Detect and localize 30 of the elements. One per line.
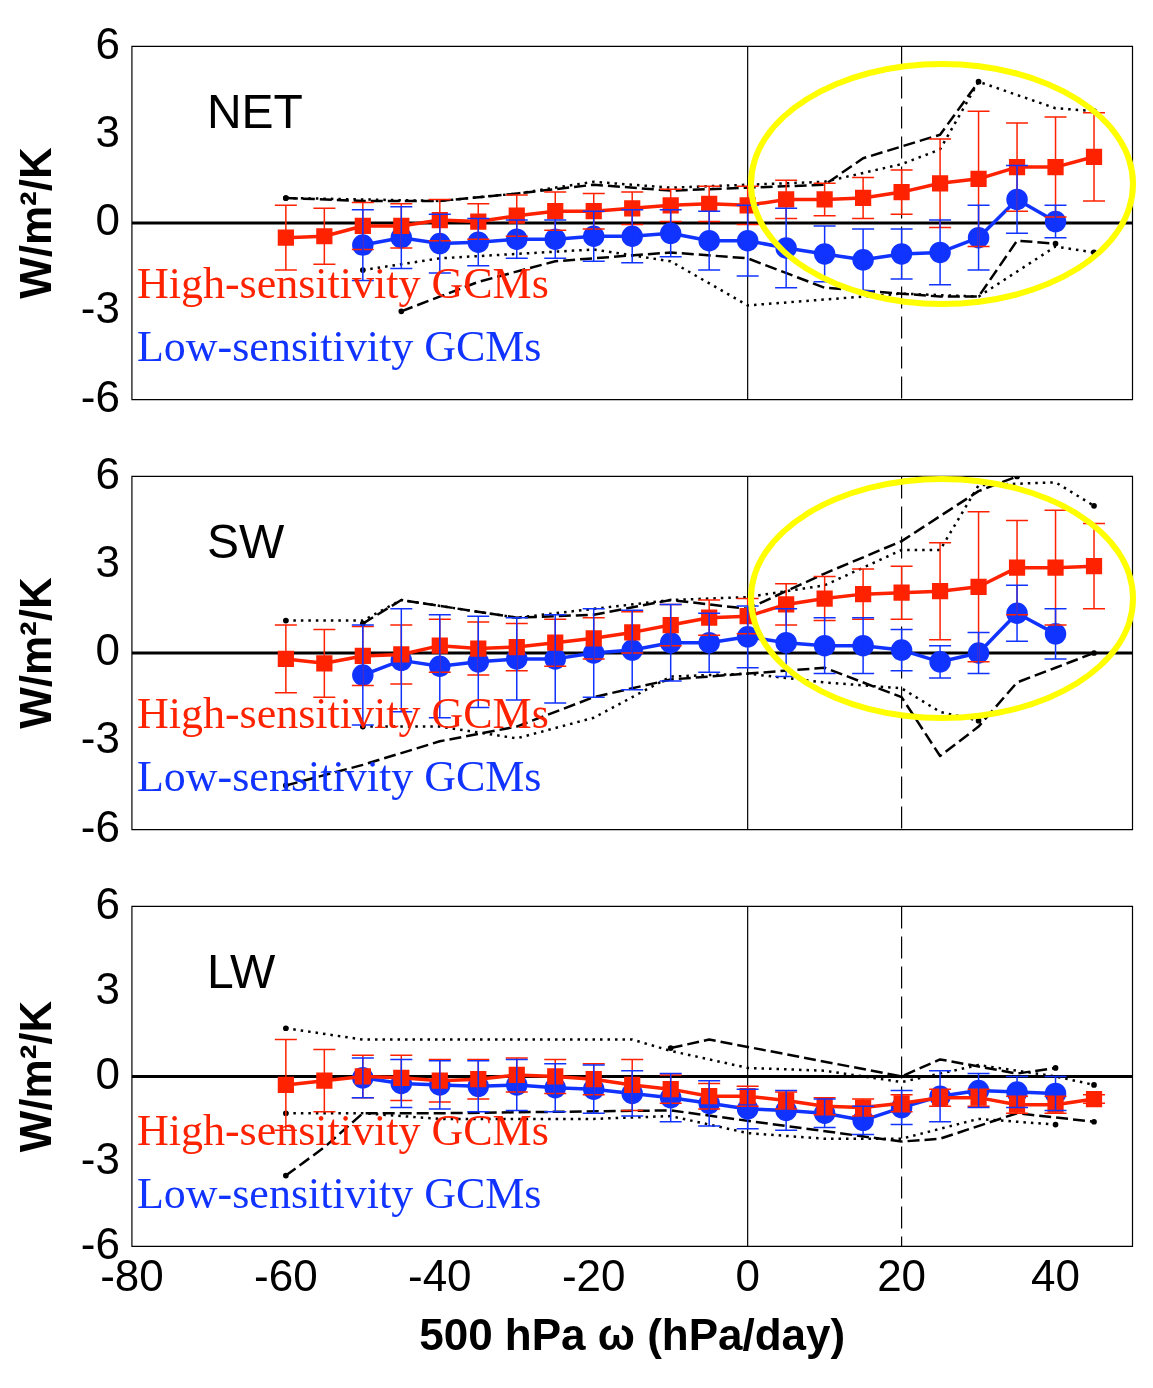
y-tick-label: -3 <box>80 713 120 763</box>
y-tick-label: 3 <box>95 963 120 1013</box>
y-tick-label: 3 <box>95 536 120 586</box>
x-axis-title: 500 hPa ω (hPa/day) <box>419 1309 846 1359</box>
y-axis-title: W/m²/K <box>10 577 60 729</box>
y-tick-label: -6 <box>80 801 120 851</box>
y-tick-label: 6 <box>95 448 120 498</box>
y-tick-label: 0 <box>95 625 120 675</box>
x-tick-label: -20 <box>561 1250 626 1300</box>
y-tick-label: -3 <box>80 1133 120 1183</box>
x-tick-label: 0 <box>735 1250 760 1300</box>
x-tick-label: -60 <box>254 1250 318 1300</box>
y-tick-label: 0 <box>95 1048 120 1098</box>
y-tick-label: 6 <box>95 18 120 68</box>
text: LW <box>206 945 277 999</box>
series-label: High-sensitivity GCMs <box>136 1105 549 1155</box>
y-tick-label: 0 <box>95 195 120 245</box>
text: SW <box>206 515 285 569</box>
y-axis-title: W/m²/K <box>10 1000 60 1153</box>
series-label: Low-sensitivity GCMs <box>136 322 542 372</box>
y-tick-label: -6 <box>80 371 120 421</box>
x-tick-label: 40 <box>1031 1250 1081 1300</box>
y-tick-label: 6 <box>95 878 120 928</box>
y-tick-label: 3 <box>95 106 120 156</box>
series-label: Low-sensitivity GCMs <box>136 1168 542 1218</box>
y-axis-title: W/m²/K <box>10 147 60 299</box>
x-tick-label: -40 <box>408 1250 472 1300</box>
text: NET <box>206 85 303 139</box>
x-tick-label: 20 <box>877 1250 927 1300</box>
y-tick-label: -3 <box>80 283 120 333</box>
